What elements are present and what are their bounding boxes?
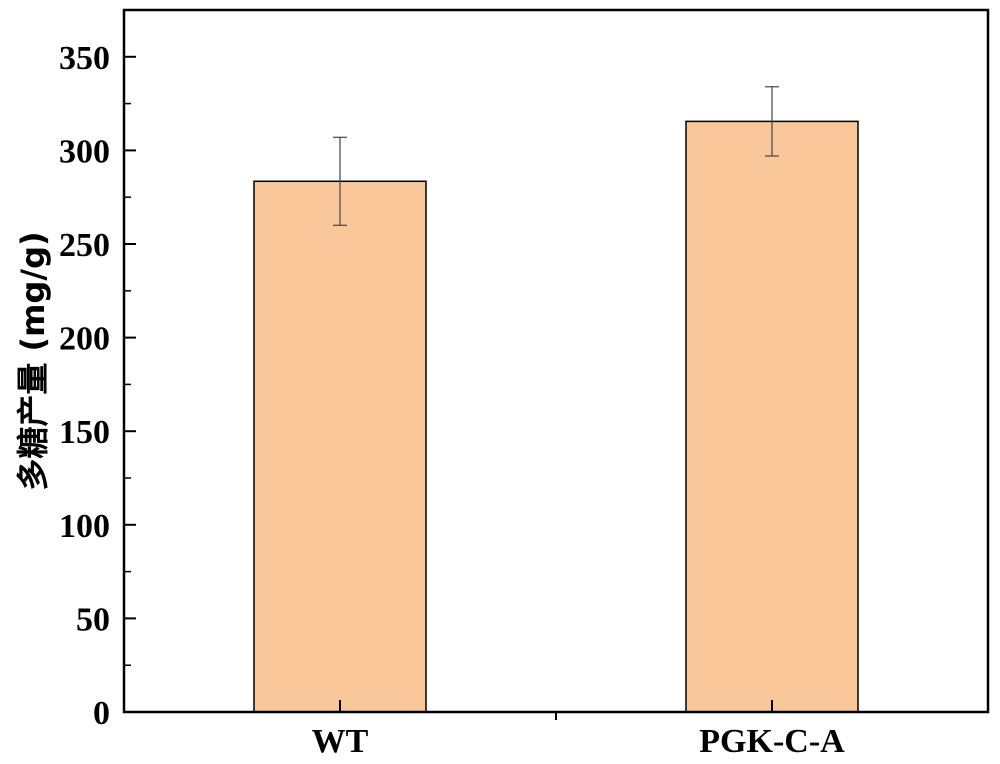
error-bars-group (333, 86, 779, 226)
y-tick-label: 300 (59, 133, 110, 170)
x-tick-label: PGK-C-A (699, 723, 845, 760)
y-axis-ticks (124, 55, 136, 713)
y-tick-label: 50 (76, 601, 110, 638)
y-axis-title: 多糖产量 (mg/g) (14, 231, 52, 490)
y-tick-label: 100 (59, 508, 110, 545)
y-axis-tick-labels: 0 50 100 150 200 250 300 350 (59, 40, 110, 732)
y-tick-label: 150 (59, 414, 110, 451)
bar-wt (253, 180, 427, 713)
bar-pgk-c-a (685, 120, 859, 713)
x-tick-label: WT (312, 723, 369, 760)
bars-group (253, 120, 859, 713)
y-tick-label: 350 (59, 40, 110, 77)
y-tick-label: 0 (93, 695, 110, 732)
y-tick-label: 200 (59, 321, 110, 358)
y-tick-label: 250 (59, 227, 110, 264)
x-axis-category-labels: WT PGK-C-A (312, 723, 845, 760)
x-axis-ticks (339, 700, 773, 720)
